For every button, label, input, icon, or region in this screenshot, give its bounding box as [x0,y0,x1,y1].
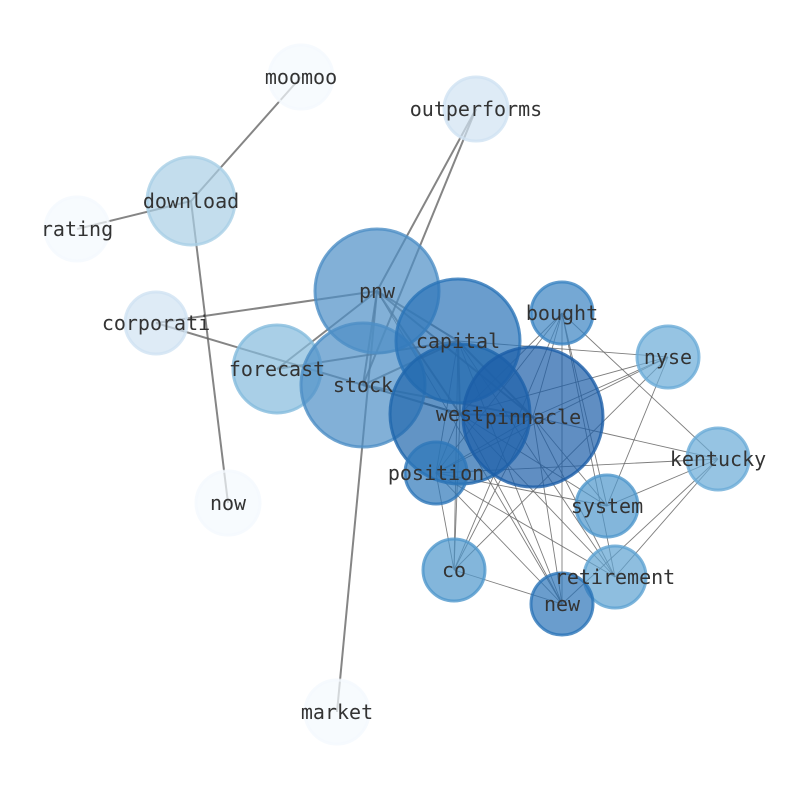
edge-download-now [190,200,229,504]
node-position[interactable] [403,440,469,506]
node-label-stock: stock [333,373,393,397]
node-label-nyse: nyse [644,345,692,369]
node-outperforms[interactable] [442,75,510,143]
node-system[interactable] [574,473,640,539]
edge-retirement-position [435,472,616,578]
node-corporati[interactable] [123,290,189,356]
node-label-co: co [442,558,466,582]
node-label-corporati: corporati [102,311,210,335]
node-moomoo[interactable] [267,43,335,111]
node-label-bought: bought [526,301,598,325]
node-bought[interactable] [529,280,595,346]
node-label-download: download [143,189,239,213]
node-label-pinnacle: pinnacle [485,405,581,429]
node-new[interactable] [529,571,595,637]
node-download[interactable] [145,155,237,247]
node-rating[interactable] [43,195,111,263]
node-label-rating: rating [41,217,113,241]
node-label-market: market [301,700,373,724]
node-retirement[interactable] [582,544,648,610]
node-label-capital: capital [416,329,500,353]
node-label-system: system [571,494,643,518]
node-label-outperforms: outperforms [410,97,542,121]
node-label-new: new [544,592,581,616]
node-label-pnw: pnw [359,279,396,303]
node-kentucky[interactable] [685,426,751,492]
edge-bought-kentucky [561,312,719,460]
node-co[interactable] [421,537,487,603]
node-nyse[interactable] [635,324,701,390]
node-label-now: now [210,491,247,515]
node-label-kentucky: kentucky [670,447,766,471]
node-market[interactable] [303,678,371,746]
node-label-position: position [388,461,484,485]
node-label-moomoo: moomoo [265,65,337,89]
node-label-west: west [436,402,484,426]
node-now[interactable] [194,469,262,537]
node-pinnacle[interactable] [461,345,605,489]
node-label-retirement: retirement [555,565,675,589]
node-label-forecast: forecast [229,357,325,381]
